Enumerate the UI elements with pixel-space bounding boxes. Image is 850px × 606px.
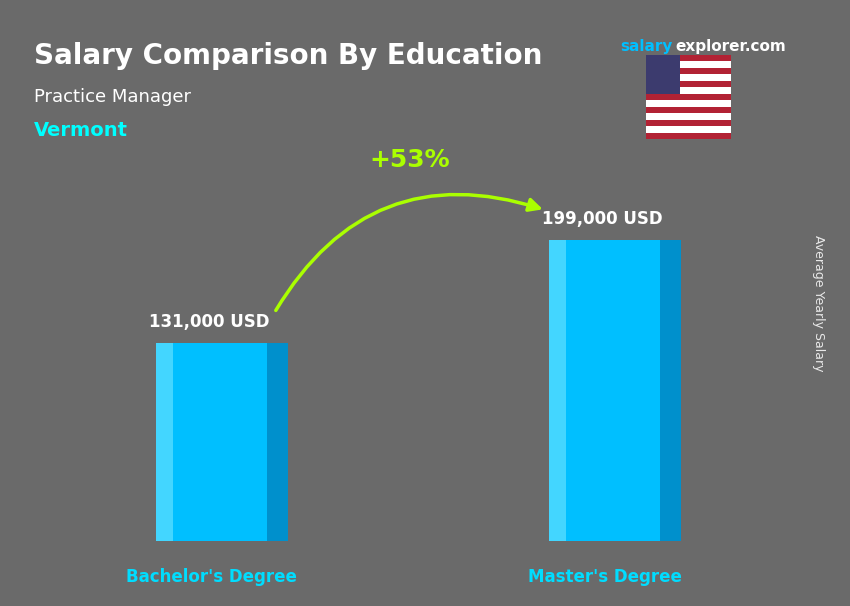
Polygon shape: [660, 241, 681, 541]
Bar: [646, 100, 731, 107]
Bar: [646, 120, 731, 126]
Bar: [646, 133, 731, 139]
Bar: [646, 74, 731, 81]
Polygon shape: [156, 343, 267, 541]
Text: Practice Manager: Practice Manager: [34, 88, 191, 106]
Polygon shape: [267, 343, 288, 541]
Bar: [646, 94, 731, 100]
Text: Salary Comparison By Education: Salary Comparison By Education: [34, 42, 542, 70]
Text: +53%: +53%: [370, 148, 450, 172]
Bar: [646, 113, 731, 120]
Text: salary: salary: [620, 39, 673, 55]
Bar: [646, 81, 731, 87]
Text: Vermont: Vermont: [34, 121, 128, 140]
Bar: [646, 126, 731, 133]
Text: Average Yearly Salary: Average Yearly Salary: [812, 235, 824, 371]
Text: 199,000 USD: 199,000 USD: [541, 210, 662, 228]
Polygon shape: [156, 343, 173, 541]
Bar: [646, 55, 680, 94]
Text: 131,000 USD: 131,000 USD: [149, 313, 269, 331]
Text: Bachelor's Degree: Bachelor's Degree: [126, 568, 297, 586]
Polygon shape: [549, 241, 660, 541]
Polygon shape: [549, 241, 566, 541]
Bar: [646, 55, 731, 61]
Bar: [646, 107, 731, 113]
Bar: [646, 87, 731, 94]
Text: explorer.com: explorer.com: [676, 39, 786, 55]
Bar: [646, 61, 731, 68]
Text: Master's Degree: Master's Degree: [528, 568, 682, 586]
Bar: [646, 68, 731, 74]
